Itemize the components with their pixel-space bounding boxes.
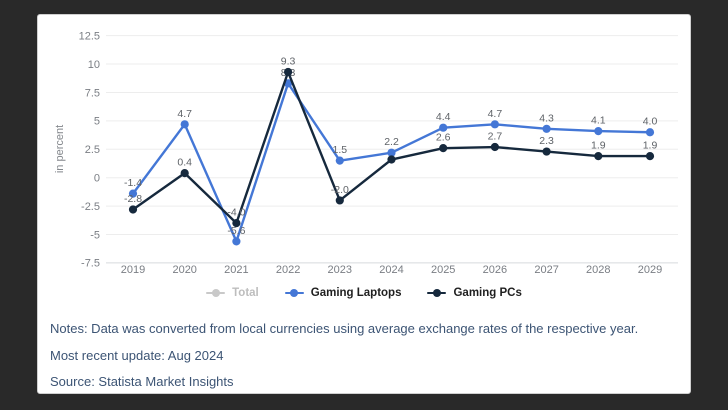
data-point <box>232 219 241 228</box>
y-tick-label: 12.5 <box>79 30 100 42</box>
data-label: 1.5 <box>332 144 347 156</box>
y-tick-label: 10 <box>88 59 100 71</box>
legend-label: Gaming Laptops <box>310 287 402 299</box>
data-label: 2.3 <box>539 135 554 147</box>
legend-marker-icon <box>206 289 226 298</box>
y-tick-label: 0 <box>94 173 100 185</box>
data-point <box>542 147 551 156</box>
chart-footer: Notes: Data was converted from local cur… <box>50 321 678 401</box>
y-tick-label: -7.5 <box>81 258 100 270</box>
data-point <box>232 237 241 246</box>
data-label: 1.9 <box>591 140 606 152</box>
data-point <box>180 169 189 178</box>
data-label: -2.8 <box>124 193 142 205</box>
x-tick-label: 2022 <box>276 264 300 276</box>
data-point <box>128 189 138 198</box>
x-tick-label: 2029 <box>638 264 662 276</box>
data-label: 4.7 <box>488 108 503 120</box>
legend-item-total[interactable]: Total <box>206 287 259 299</box>
data-label: 0.4 <box>177 157 192 169</box>
data-label: -2.0 <box>331 184 349 196</box>
data-label: 4.0 <box>643 116 658 128</box>
chart-notes: Notes: Data was converted from local cur… <box>50 321 639 336</box>
data-point <box>645 152 655 161</box>
data-point <box>335 196 344 205</box>
data-label: 2.7 <box>488 131 503 143</box>
data-point <box>594 152 603 161</box>
data-label: -4.0 <box>227 207 245 219</box>
y-tick-label: -5 <box>90 229 100 241</box>
y-tick-label: 5 <box>94 116 100 128</box>
y-tick-label: 7.5 <box>85 87 100 99</box>
legend-marker-icon <box>284 289 304 298</box>
chart-card: 12.5 10 7.5 5 2.5 0 -2.5 -5 -7.5 in percent 2019 20… <box>37 14 691 394</box>
data-point <box>387 155 396 164</box>
data-point <box>284 67 293 77</box>
x-tick-label: 2023 <box>328 264 352 276</box>
x-tick-label: 2025 <box>431 264 455 276</box>
legend-label: Gaming PCs <box>453 287 522 299</box>
data-point <box>542 124 551 133</box>
x-tick-label: 2024 <box>379 264 403 276</box>
data-label: 2.6 <box>436 132 451 144</box>
data-label: 9.3 <box>281 56 296 68</box>
data-point <box>594 127 603 136</box>
data-label: 4.7 <box>177 108 192 120</box>
data-label: 2.2 <box>384 136 399 148</box>
x-tick-label: 2020 <box>172 264 196 276</box>
x-tick-label: 2019 <box>121 264 145 276</box>
legend-label: Total <box>232 287 259 299</box>
y-tick-label: -2.5 <box>81 201 100 213</box>
chart-last-update: Most recent update: Aug 2024 <box>50 347 224 363</box>
x-tick-label: 2028 <box>586 264 610 276</box>
data-point <box>439 123 448 132</box>
legend-item-gaming-pcs[interactable]: Gaming PCs <box>427 287 522 299</box>
x-tick-label: 2021 <box>224 264 248 276</box>
y-tick-label: 2.5 <box>85 144 100 156</box>
data-label: 4.3 <box>539 112 554 124</box>
data-point <box>490 120 499 129</box>
chart-source: Source: Statista Market Insights <box>50 374 234 389</box>
data-point <box>490 142 499 152</box>
line-chart-svg: 12.5 10 7.5 5 2.5 0 -2.5 -5 -7.5 in percent 2019 20… <box>54 30 678 276</box>
legend-item-gaming-laptops[interactable]: Gaming Laptops <box>284 287 402 299</box>
y-axis-title: in percent <box>54 125 66 173</box>
data-point <box>128 205 138 214</box>
x-tick-label: 2026 <box>483 264 507 276</box>
data-label: 1.9 <box>643 140 658 152</box>
legend-marker-icon <box>427 289 447 298</box>
data-point <box>387 148 396 157</box>
data-point <box>645 128 655 137</box>
data-point <box>335 156 344 165</box>
data-label: 4.4 <box>436 111 451 123</box>
data-label: -5.6 <box>227 225 245 237</box>
x-tick-label: 2027 <box>534 264 558 276</box>
data-label: 4.1 <box>591 115 606 127</box>
data-label: -1.4 <box>124 177 142 189</box>
data-point <box>439 144 448 153</box>
data-point <box>180 120 189 129</box>
chart-legend: Total Gaming Laptops Gaming PCs <box>38 287 690 299</box>
